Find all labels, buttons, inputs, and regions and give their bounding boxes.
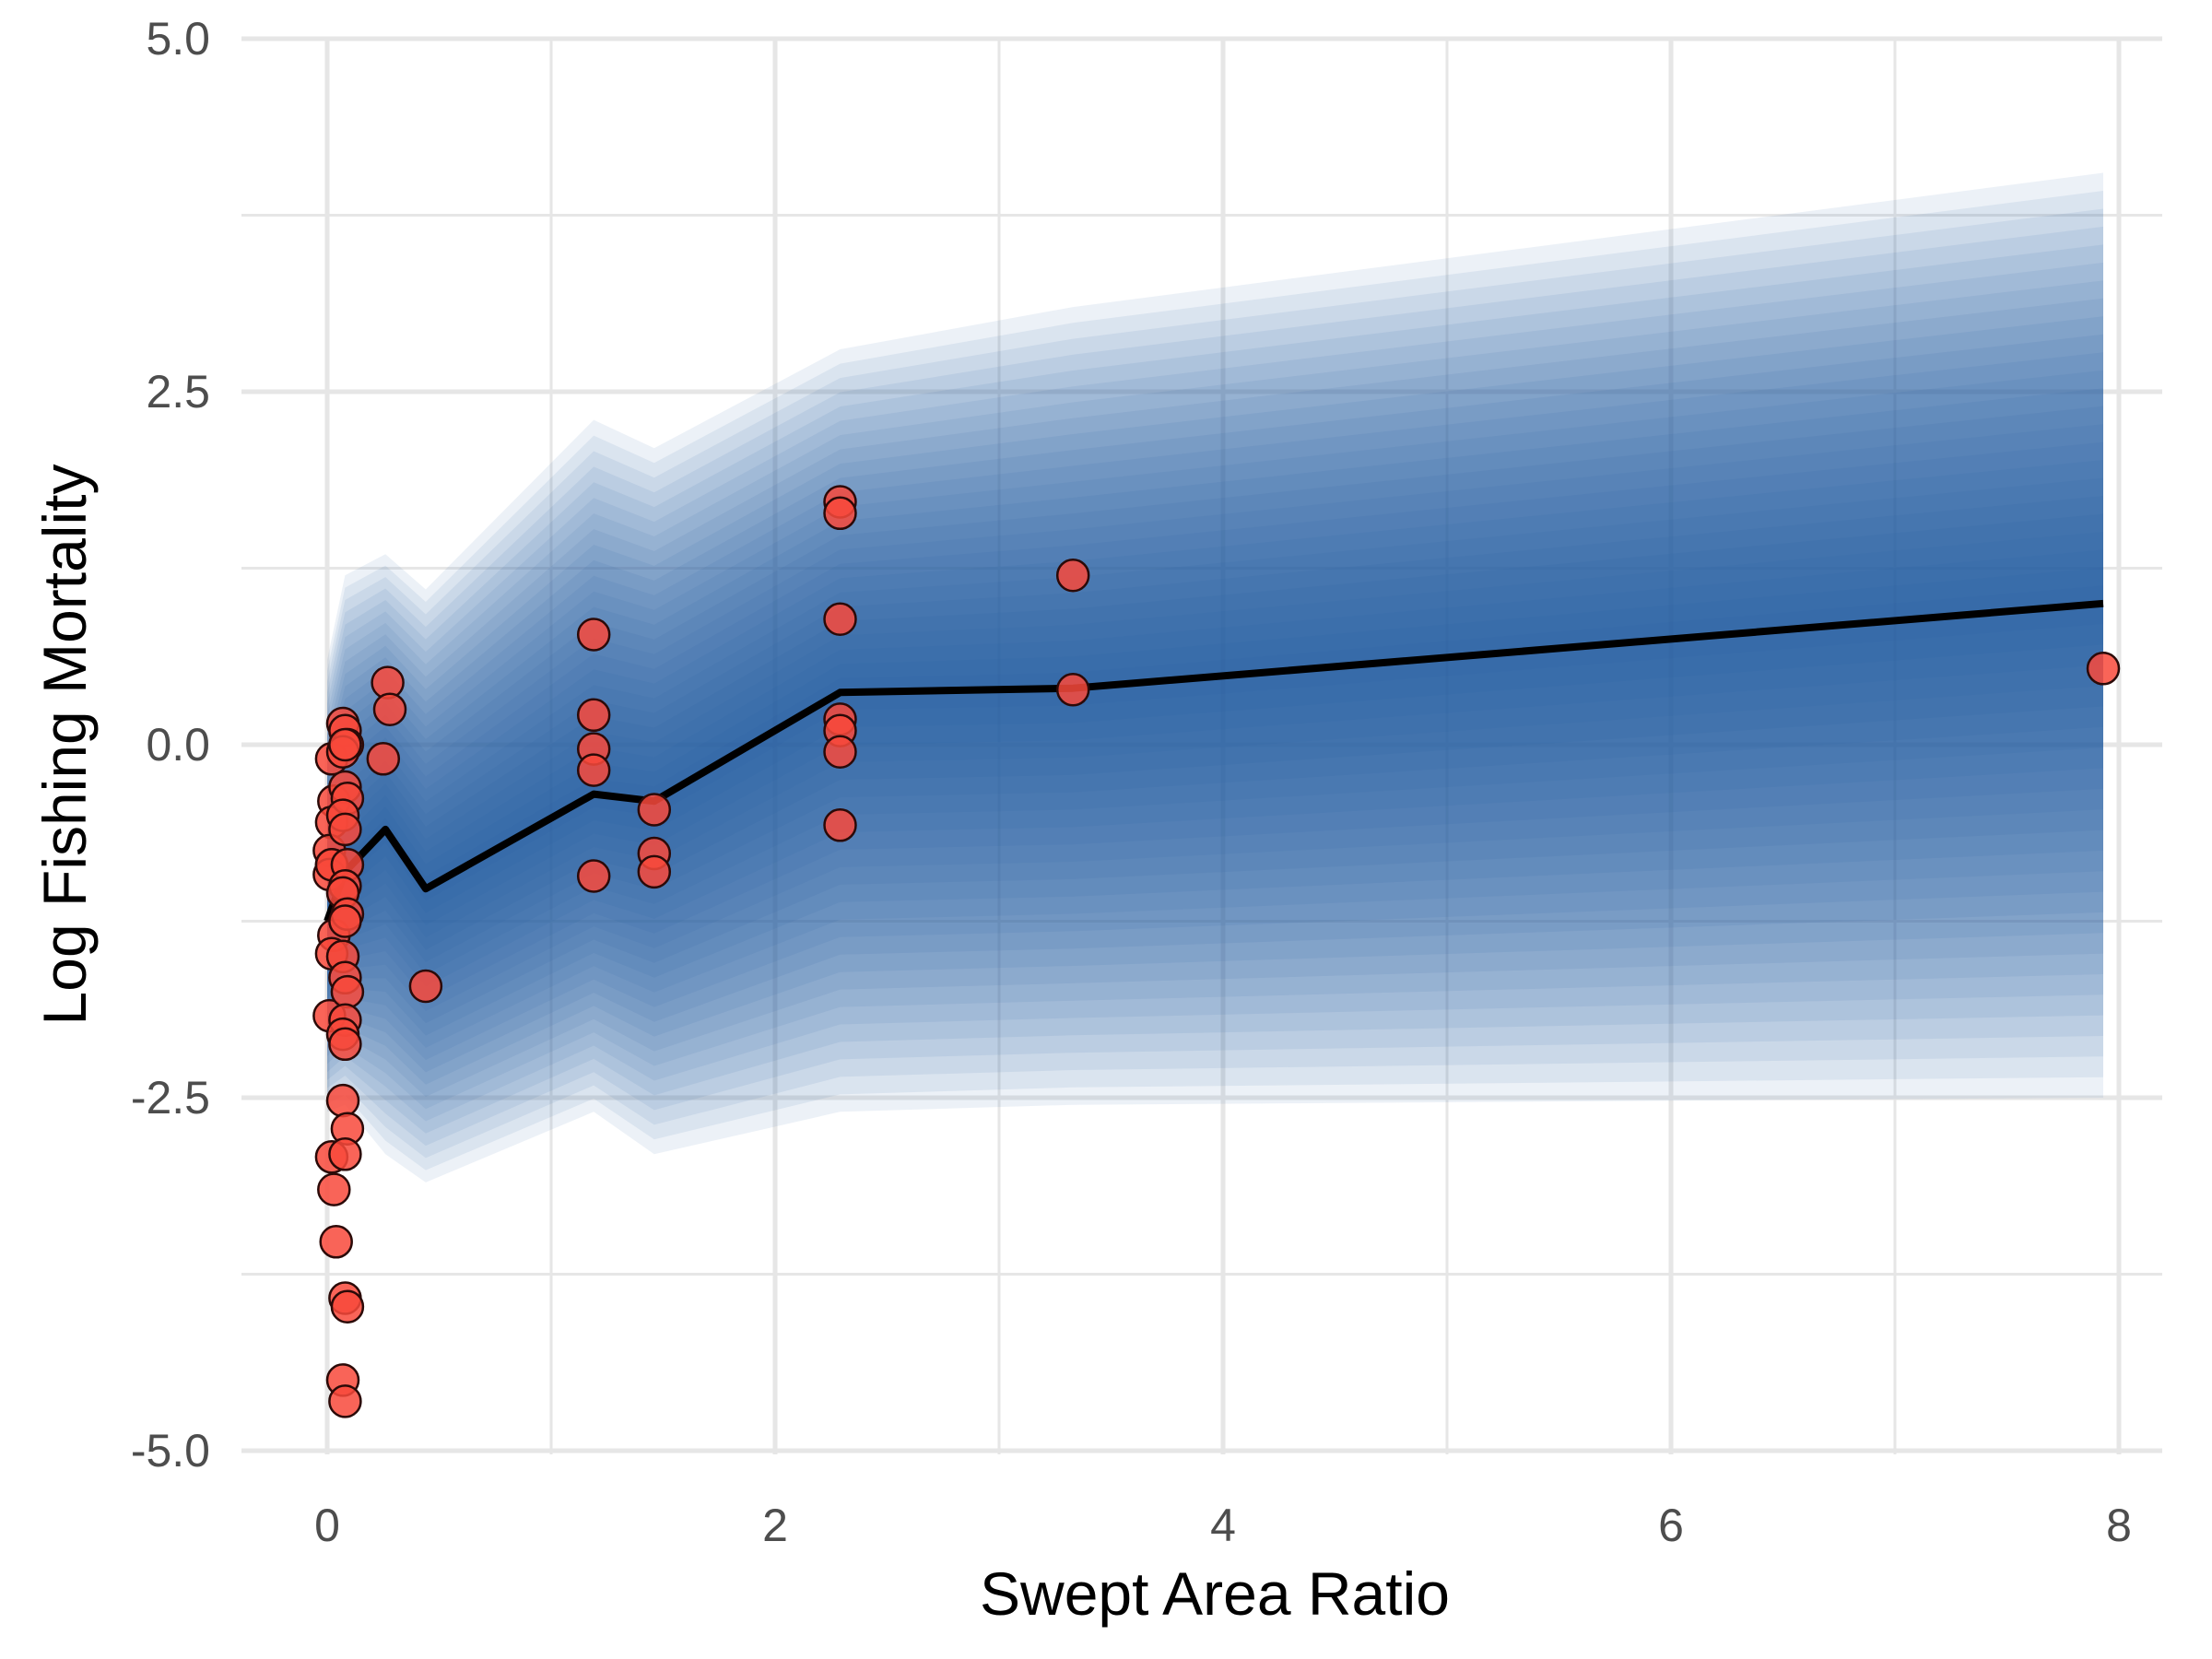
data-point: [328, 727, 362, 762]
band-layer: [327, 460, 2103, 987]
data-point: [576, 618, 611, 652]
y-tick-label: 0.0: [146, 719, 210, 771]
data-point: [823, 808, 857, 842]
x-tick-labels: 0 2 4 6 8: [314, 1500, 2132, 1551]
band-layer: [327, 424, 2103, 1012]
y-tick-label: -5.0: [131, 1425, 210, 1477]
data-point: [576, 698, 611, 733]
data-point: [637, 793, 672, 827]
data-point: [1055, 673, 1090, 707]
x-tick-label: 0: [314, 1500, 340, 1551]
y-tick-label: 2.5: [146, 366, 210, 418]
y-axis-title: Log Fishing Mortality: [30, 465, 99, 1026]
data-point: [328, 1137, 362, 1171]
data-point: [317, 1172, 351, 1206]
data-point: [823, 602, 857, 636]
data-point: [366, 742, 401, 776]
x-tick-label: 8: [2106, 1500, 2132, 1551]
data-point: [325, 1083, 360, 1118]
data-point: [328, 1027, 362, 1062]
band-layer: [327, 334, 2103, 1073]
data-points: [312, 485, 2121, 1418]
x-tick-label: 6: [1658, 1500, 1684, 1551]
band-layer: [327, 262, 2103, 1122]
data-point: [328, 904, 362, 938]
band-layer: [327, 226, 2103, 1147]
band-layer: [327, 567, 2103, 937]
band-layer: [327, 352, 2103, 1061]
data-point: [823, 735, 857, 769]
x-tick-label: 2: [762, 1500, 788, 1551]
data-point: [576, 753, 611, 787]
x-axis-title: Swept Area Ratio: [980, 1559, 1450, 1628]
data-point: [319, 1225, 353, 1259]
band-layer: [327, 388, 2103, 1036]
data-point: [372, 692, 407, 726]
band-layer: [327, 549, 2103, 946]
data-point: [823, 496, 857, 531]
band-layer: [327, 244, 2103, 1134]
data-point: [328, 1384, 362, 1418]
band-layer: [327, 477, 2103, 977]
data-point: [330, 974, 365, 1009]
uncertainty-band: [327, 172, 2103, 1182]
band-layer: [327, 496, 2103, 970]
data-point: [408, 969, 443, 1004]
data-point: [328, 812, 362, 847]
y-tick-label: -2.5: [131, 1072, 210, 1124]
y-tick-label: 5.0: [146, 13, 210, 65]
band-layer: [327, 316, 2103, 1085]
band-layer: [327, 191, 2103, 1171]
band-layer: [327, 280, 2103, 1110]
band-layer: [327, 513, 2103, 961]
band-layer: [327, 370, 2103, 1048]
data-point: [1055, 558, 1090, 593]
grid-minor: [241, 39, 2162, 1454]
band-layer: [327, 406, 2103, 1024]
data-point: [330, 1289, 365, 1324]
data-point: [576, 859, 611, 893]
y-tick-labels: 5.0 2.5 0.0 -2.5 -5.0: [131, 13, 210, 1477]
band-layer: [327, 298, 2103, 1097]
x-tick-label: 4: [1210, 1500, 1236, 1551]
data-point: [2086, 652, 2121, 686]
data-point: [637, 854, 672, 889]
grid-major: [241, 36, 2162, 1454]
band-layer: [327, 208, 2103, 1159]
band-layer: [327, 441, 2103, 999]
